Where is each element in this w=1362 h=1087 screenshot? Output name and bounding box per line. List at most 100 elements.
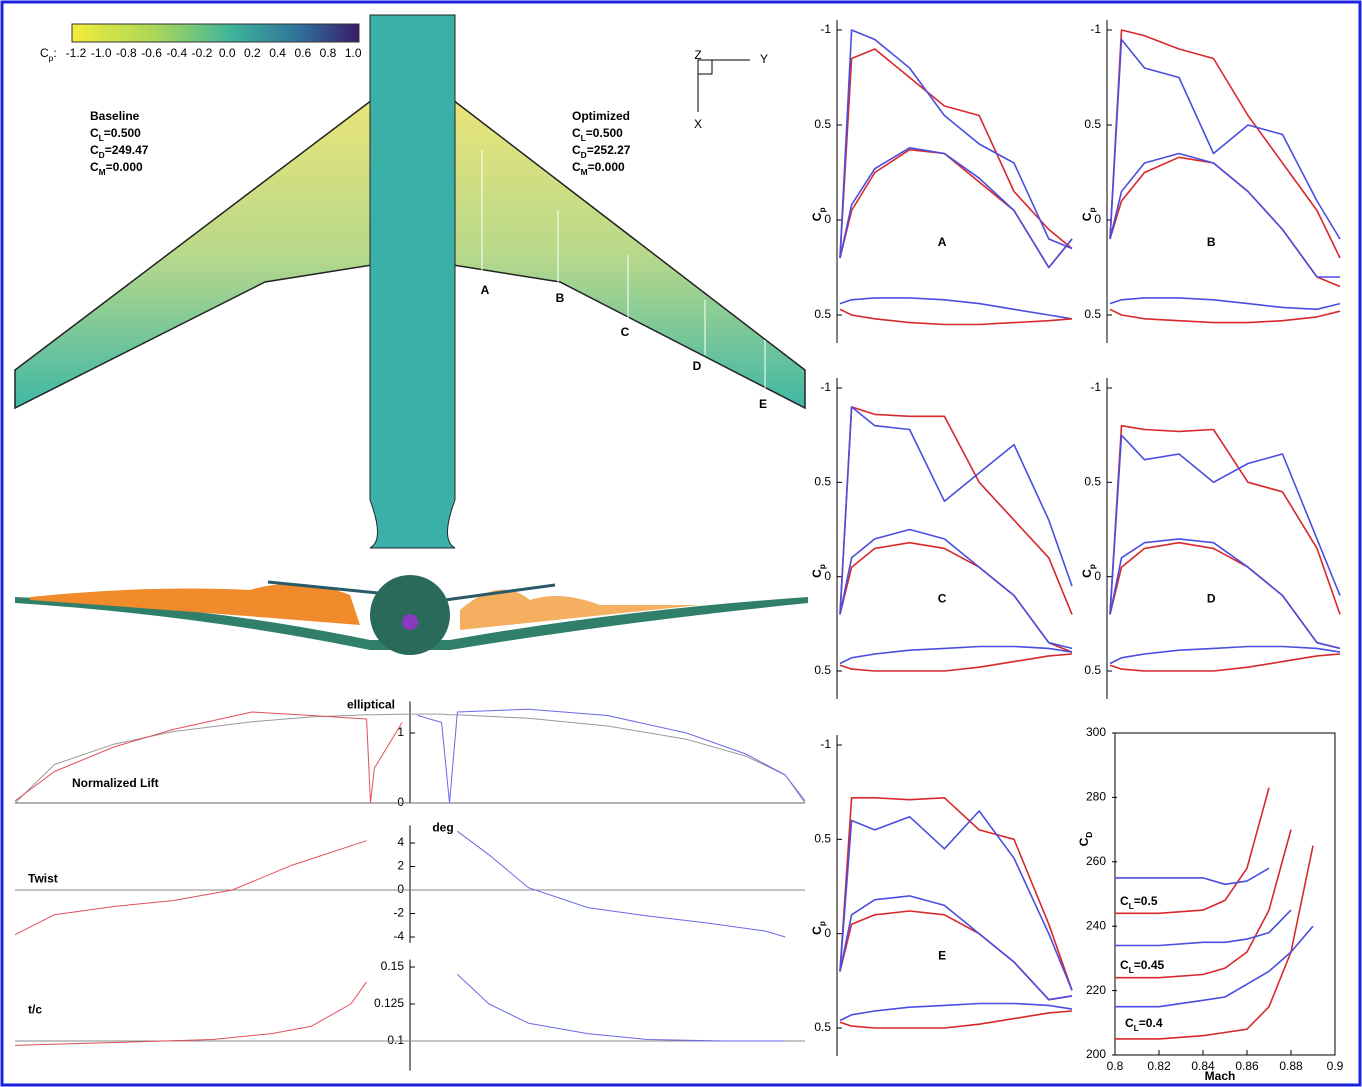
colorbar-label-rest: :	[53, 46, 56, 60]
design-coefficient-base: C	[90, 160, 99, 174]
y-tick-label: 4	[397, 835, 404, 849]
y-tick-label: 1	[397, 725, 404, 739]
y-tick-label: -1	[820, 737, 831, 751]
y-axis-label-sub: p	[1087, 564, 1097, 569]
x-tick-label: 0.9	[1327, 1059, 1344, 1073]
y-tick-label: 0	[397, 795, 404, 809]
data-line	[1109, 152, 1340, 278]
y-axis-label-base: C	[1077, 837, 1091, 846]
y-tick-label: 0.5	[814, 663, 831, 677]
data-line	[839, 406, 1073, 615]
design-coefficient: CM=0.000	[572, 160, 625, 177]
design-coefficient: CD=249.47	[90, 143, 149, 160]
colorbar-tick-label: -1.2	[66, 46, 87, 60]
data-line	[839, 1010, 1073, 1029]
data-line	[1115, 909, 1292, 947]
y-tick-label: 280	[1086, 790, 1106, 804]
colorbar-label: Cp:	[40, 46, 57, 63]
y-tick-label: 0.5	[1084, 475, 1101, 489]
y-axis-label-sub: D	[1084, 832, 1094, 838]
y-axis-label-sub: p	[817, 564, 827, 569]
y-tick-label: -1	[820, 380, 831, 394]
section-label: B	[1207, 235, 1216, 249]
data-line	[1115, 845, 1314, 1040]
section-label: B	[556, 291, 565, 305]
data-line	[1115, 925, 1314, 1008]
design-coefficient-base: C	[572, 160, 581, 174]
axis-triad-label: X	[694, 117, 702, 131]
design-title: Optimized	[572, 109, 630, 123]
y-axis-label: Cp	[810, 207, 827, 221]
y-tick-label: -1	[820, 22, 831, 36]
y-axis-label-base: C	[1080, 212, 1094, 221]
y-tick-label: 0	[1094, 212, 1101, 226]
section-label: A	[481, 283, 490, 297]
series-annotation: CL=0.45	[1120, 958, 1164, 975]
series-annotation-rest: =0.5	[1134, 894, 1158, 908]
y-tick-label: 0.5	[814, 117, 831, 131]
series-annotation-base: C	[1125, 1016, 1134, 1030]
data-line	[839, 528, 1073, 650]
y-tick-label: 0	[397, 882, 404, 896]
colorbar-tick-label: -0.4	[166, 46, 187, 60]
x-tick-label: 0.8	[1107, 1059, 1124, 1073]
data-line	[1109, 538, 1341, 650]
design-coefficient-sub: D	[99, 150, 105, 160]
colorbar-tick-label: -0.2	[192, 46, 213, 60]
design-coefficient-base: C	[572, 126, 581, 140]
wing-planform	[14, 14, 806, 549]
data-line	[839, 797, 1073, 991]
panel-title: Normalized Lift	[72, 776, 159, 790]
section-label: D	[693, 359, 702, 373]
y-tick-label: -2	[393, 906, 404, 920]
y-axis-label: CD	[1077, 832, 1094, 847]
data-line	[1109, 308, 1341, 324]
y-tick-label: 260	[1086, 854, 1106, 868]
design-coefficient-base: C	[90, 143, 99, 157]
annotation: elliptical	[347, 698, 395, 712]
x-tick-label: 0.84	[1191, 1059, 1215, 1073]
y-axis-label-base: C	[810, 926, 824, 935]
data-line	[1109, 297, 1341, 311]
section-label: C	[621, 325, 630, 339]
data-line	[1115, 867, 1270, 886]
y-tick-label: 2	[397, 859, 404, 873]
design-coefficient-sub: M	[581, 167, 588, 177]
design-coefficient-rest: =0.000	[588, 160, 625, 174]
y-tick-label: 0.15	[381, 959, 405, 973]
series-annotation-sub: L	[1129, 901, 1134, 911]
design-coefficient-rest: =0.500	[586, 126, 623, 140]
y-axis-label-sub: p	[1087, 207, 1097, 212]
y-tick-label: 0	[824, 926, 831, 940]
design-coefficient-rest: =252.27	[587, 143, 631, 157]
colorbar-tick-label: -0.8	[116, 46, 137, 60]
y-axis-label-base: C	[810, 569, 824, 578]
y-tick-label: 0	[1094, 569, 1101, 583]
colorbar-tick-label: 0.2	[244, 46, 261, 60]
plot-frame	[1114, 732, 1336, 1056]
data-line	[839, 895, 1073, 1001]
y-axis-label-base: C	[1080, 569, 1094, 578]
y-tick-label: 0.5	[1084, 663, 1101, 677]
colorbar-tick-label: 0.0	[219, 46, 236, 60]
axis-triad-label: Z	[694, 48, 701, 62]
data-line	[1109, 434, 1341, 615]
data-line	[839, 297, 1073, 320]
y-tick-label: -4	[393, 929, 404, 943]
panel-title: t/c	[28, 1002, 42, 1016]
colorbar-tick-label: 0.8	[320, 46, 337, 60]
design-coefficient-sub: L	[581, 133, 586, 143]
data-line	[1109, 38, 1341, 240]
data-line	[1109, 653, 1341, 672]
unit-label: deg	[432, 821, 453, 835]
panel-title: Twist	[28, 871, 58, 885]
y-tick-label: 0.5	[814, 832, 831, 846]
colorbar-tick-label: -1.0	[91, 46, 112, 60]
data-line	[457, 830, 786, 938]
front-view	[15, 575, 808, 655]
data-line	[457, 974, 786, 1042]
y-tick-label: 0.1	[387, 1033, 404, 1047]
data-line	[839, 147, 1073, 269]
data-line	[839, 308, 1073, 326]
axis-triad-label: Y	[760, 52, 768, 66]
